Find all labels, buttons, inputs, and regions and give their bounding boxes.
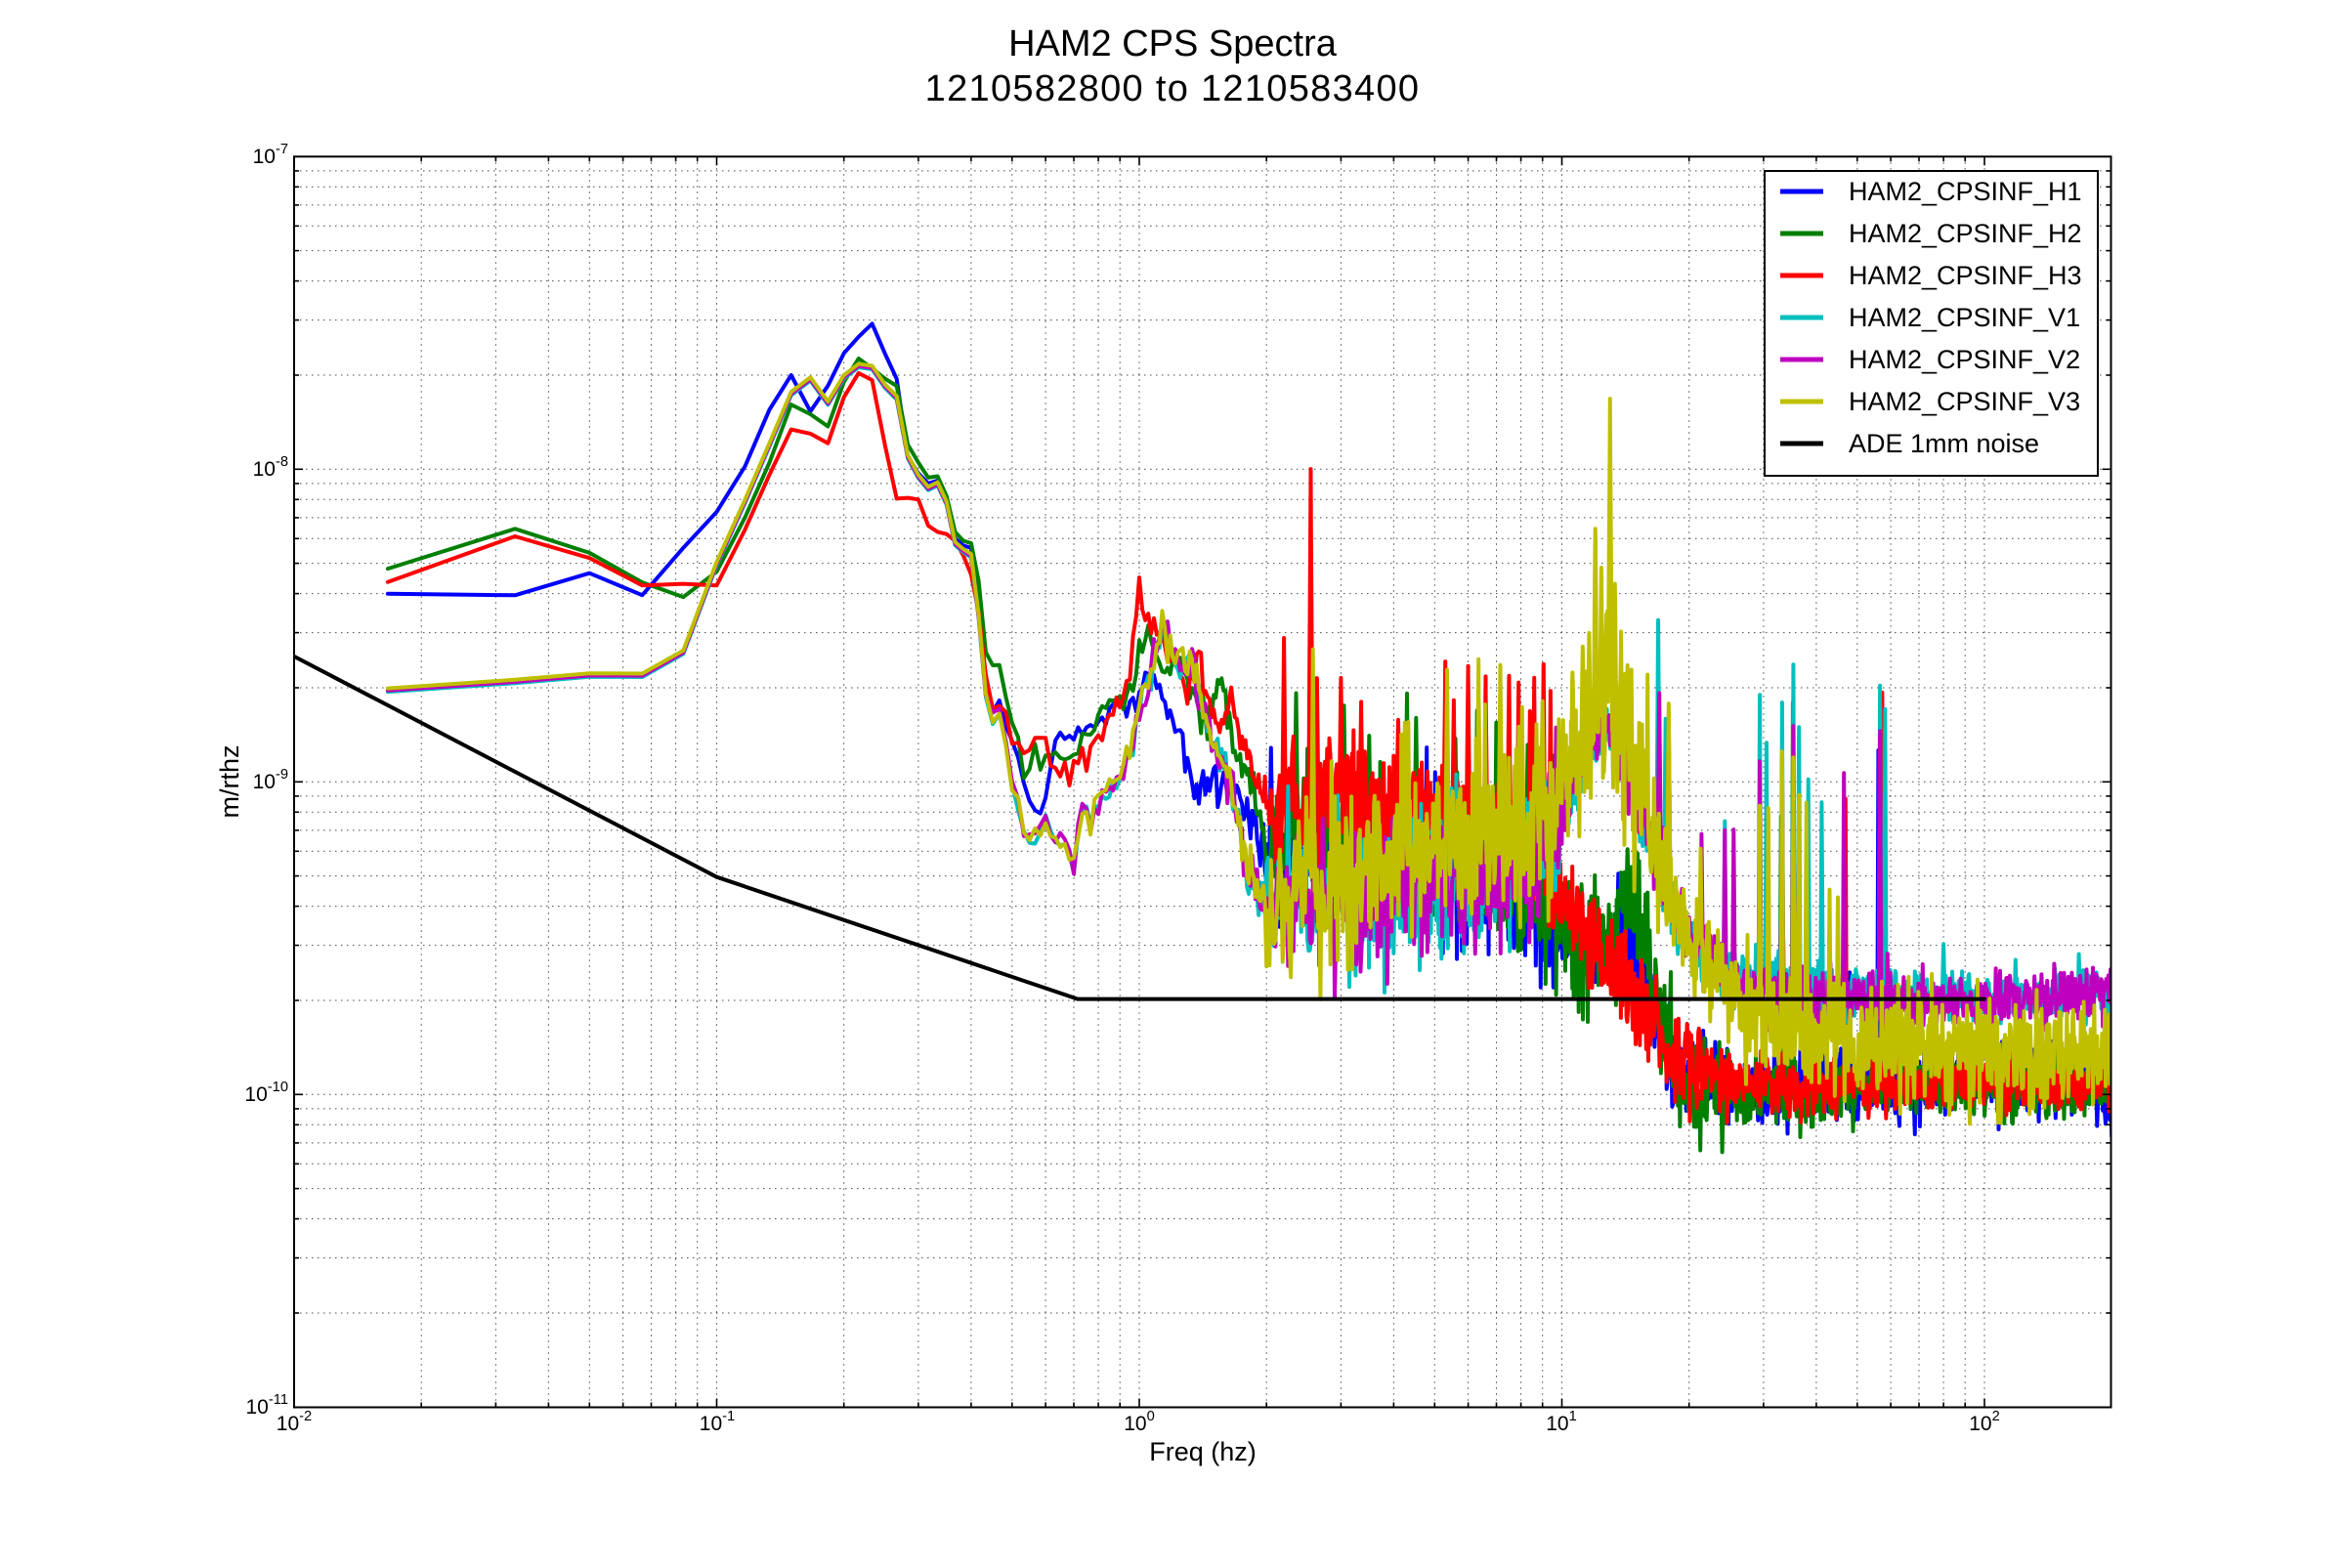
svg-text:Freq (hz): Freq (hz) <box>1149 1437 1257 1466</box>
svg-text:m/rthz: m/rthz <box>215 744 244 818</box>
svg-text:10-2: 10-2 <box>277 1409 312 1435</box>
svg-text:HAM2_CPSINF_V1: HAM2_CPSINF_V1 <box>1849 303 2080 332</box>
svg-text:ADE 1mm noise: ADE 1mm noise <box>1849 429 2039 458</box>
svg-text:HAM2_CPSINF_V3: HAM2_CPSINF_V3 <box>1849 387 2080 416</box>
svg-text:HAM2_CPSINF_H1: HAM2_CPSINF_H1 <box>1849 177 2082 206</box>
svg-text:HAM2 CPS Spectra: HAM2 CPS Spectra <box>1008 23 1338 64</box>
svg-text:HAM2_CPSINF_H2: HAM2_CPSINF_H2 <box>1849 219 2082 248</box>
svg-text:HAM2_CPSINF_V2: HAM2_CPSINF_V2 <box>1849 345 2080 374</box>
svg-text:1210582800 to 1210583400: 1210582800 to 1210583400 <box>925 68 1421 109</box>
svg-text:10-7: 10-7 <box>253 142 288 168</box>
svg-text:HAM2_CPSINF_H3: HAM2_CPSINF_H3 <box>1849 261 2082 290</box>
